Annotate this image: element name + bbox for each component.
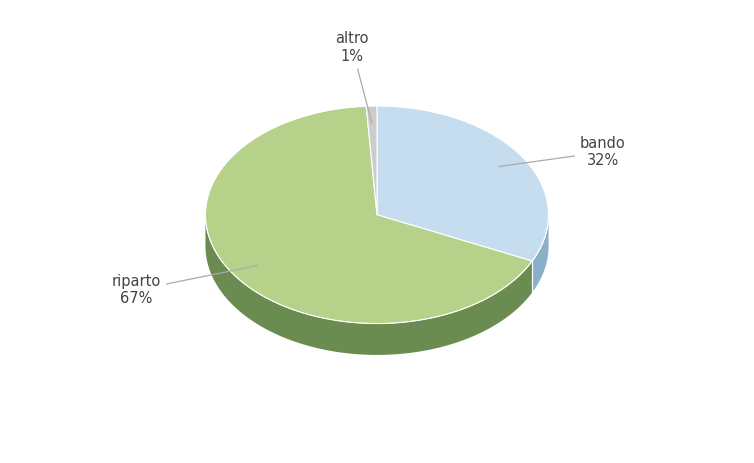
Text: altro
1%: altro 1% [335, 31, 372, 123]
Polygon shape [205, 215, 532, 355]
Polygon shape [366, 106, 377, 215]
Text: riparto
67%: riparto 67% [112, 265, 258, 306]
Polygon shape [377, 106, 549, 261]
Polygon shape [532, 215, 549, 293]
Text: bando
32%: bando 32% [498, 136, 626, 168]
Polygon shape [205, 106, 532, 324]
